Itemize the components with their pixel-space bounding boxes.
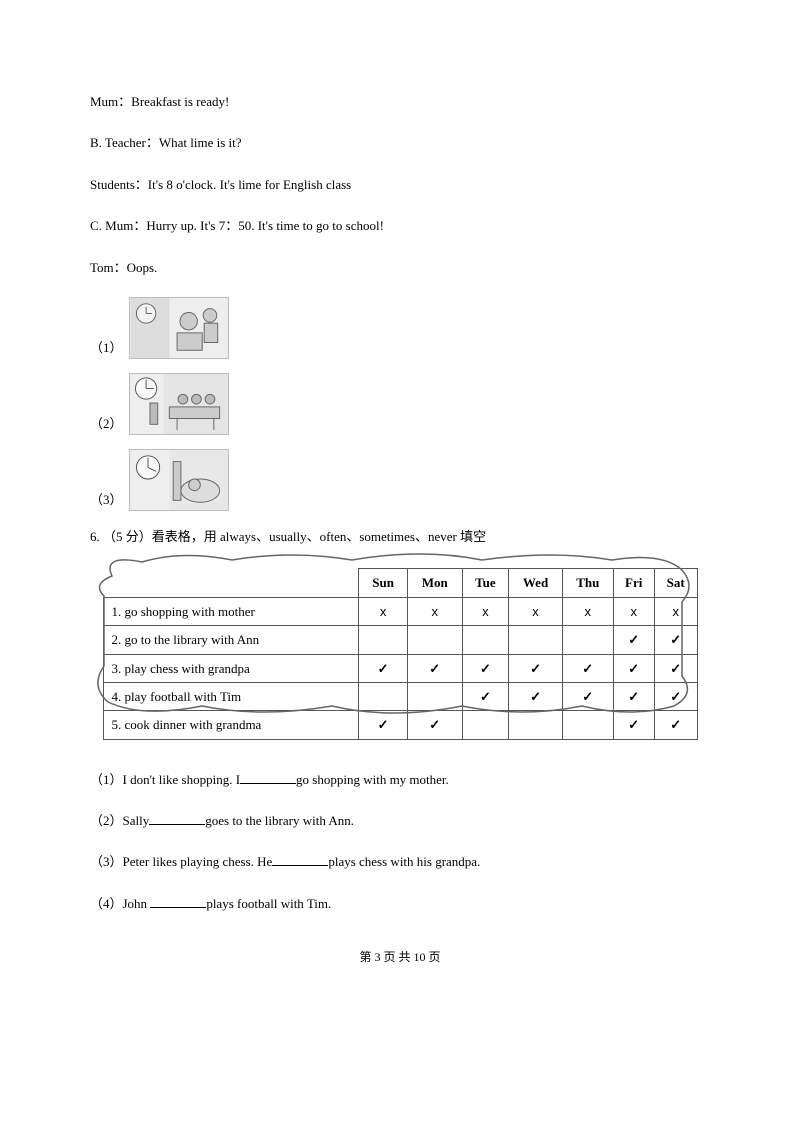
table-row: 5. cook dinner with grandma✓✓✓✓ — [103, 711, 697, 739]
table-mark-cell: x — [509, 597, 563, 625]
table-header-tue: Tue — [462, 569, 508, 597]
table-mark-cell: x — [462, 597, 508, 625]
blank-input-1[interactable] — [240, 770, 296, 784]
table-header-empty — [103, 569, 359, 597]
table-mark-cell: x — [654, 597, 697, 625]
picture-image-3 — [129, 449, 229, 511]
picture-label-3: （3） — [90, 488, 123, 511]
table-mark-cell: ✓ — [654, 626, 697, 654]
table-activity-cell: 1. go shopping with mother — [103, 597, 359, 625]
fill-blank-4: （4）John plays football with Tim. — [90, 892, 710, 915]
dialogue-line-a-mum: Mum：Breakfast is ready! — [90, 90, 710, 113]
table-row: 2. go to the library with Ann ✓✓ — [103, 626, 697, 654]
fill-4-text-b: plays football with Tim. — [206, 896, 331, 911]
table-mark-cell: ✓ — [613, 711, 654, 739]
table-mark-cell — [359, 682, 407, 710]
fill-1-text-b: go shopping with my mother. — [296, 772, 449, 787]
picture-row-1: （1） — [90, 297, 710, 359]
table-mark-cell — [509, 626, 563, 654]
table-activity-cell: 5. cook dinner with grandma — [103, 711, 359, 739]
schedule-table-container: Sun Mon Tue Wed Thu Fri Sat 1. go shoppi… — [90, 568, 710, 739]
table-mark-cell: ✓ — [359, 654, 407, 682]
table-mark-cell: ✓ — [654, 654, 697, 682]
table-row: 1. go shopping with motherxxxxxxx — [103, 597, 697, 625]
table-row: 4. play football with Tim✓✓✓✓✓ — [103, 682, 697, 710]
blank-input-2[interactable] — [149, 811, 205, 825]
table-mark-cell: ✓ — [563, 682, 614, 710]
table-mark-cell: ✓ — [509, 654, 563, 682]
table-header-mon: Mon — [407, 569, 462, 597]
table-header-thu: Thu — [563, 569, 614, 597]
table-mark-cell — [407, 682, 462, 710]
fill-2-text-b: goes to the library with Ann. — [205, 813, 354, 828]
table-activity-cell: 4. play football with Tim — [103, 682, 359, 710]
table-header-sun: Sun — [359, 569, 407, 597]
dialogue-line-b-students: Students：It's 8 o'clock. It's lime for E… — [90, 173, 710, 196]
table-activity-cell: 2. go to the library with Ann — [103, 626, 359, 654]
fill-4-text-a: （4）John — [90, 896, 150, 911]
table-mark-cell: ✓ — [407, 654, 462, 682]
table-mark-cell — [563, 626, 614, 654]
table-mark-cell: ✓ — [462, 654, 508, 682]
picture-image-1 — [129, 297, 229, 359]
table-mark-cell: ✓ — [509, 682, 563, 710]
fill-blank-1: （1）I don't like shopping. I go shopping w… — [90, 768, 710, 791]
table-mark-cell: ✓ — [563, 654, 614, 682]
picture-image-2 — [129, 373, 229, 435]
table-mark-cell: ✓ — [613, 654, 654, 682]
table-mark-cell — [462, 711, 508, 739]
table-mark-cell: x — [563, 597, 614, 625]
table-header-wed: Wed — [509, 569, 563, 597]
picture-row-3: （3） — [90, 449, 710, 511]
table-mark-cell — [509, 711, 563, 739]
table-mark-cell: ✓ — [613, 682, 654, 710]
blank-input-3[interactable] — [272, 852, 328, 866]
schedule-table: Sun Mon Tue Wed Thu Fri Sat 1. go shoppi… — [103, 568, 698, 739]
table-mark-cell — [563, 711, 614, 739]
dialogue-line-b-teacher: B. Teacher：What lime is it? — [90, 131, 710, 154]
table-mark-cell: ✓ — [462, 682, 508, 710]
table-mark-cell: ✓ — [407, 711, 462, 739]
table-row: 3. play chess with grandpa✓✓✓✓✓✓✓ — [103, 654, 697, 682]
table-mark-cell — [359, 626, 407, 654]
table-header-fri: Fri — [613, 569, 654, 597]
table-mark-cell: x — [359, 597, 407, 625]
table-mark-cell: x — [613, 597, 654, 625]
fill-blank-2: （2）Sally goes to the library with Ann. — [90, 809, 710, 832]
fill-1-text-a: （1）I don't like shopping. I — [90, 772, 240, 787]
table-activity-cell: 3. play chess with grandpa — [103, 654, 359, 682]
table-mark-cell: ✓ — [654, 682, 697, 710]
table-mark-cell — [407, 626, 462, 654]
blank-input-4[interactable] — [150, 894, 206, 908]
table-header-row: Sun Mon Tue Wed Thu Fri Sat — [103, 569, 697, 597]
table-mark-cell: x — [407, 597, 462, 625]
table-mark-cell: ✓ — [654, 711, 697, 739]
question-6-heading: 6. （5 分）看表格，用 always、usually、often、somet… — [90, 525, 710, 548]
page-footer: 第 3 页 共 10 页 — [90, 947, 710, 969]
fill-3-text-a: （3）Peter likes playing chess. He — [90, 854, 272, 869]
picture-row-2: （2） — [90, 373, 710, 435]
table-mark-cell — [462, 626, 508, 654]
picture-label-2: （2） — [90, 412, 123, 435]
table-mark-cell: ✓ — [613, 626, 654, 654]
table-mark-cell: ✓ — [359, 711, 407, 739]
table-header-sat: Sat — [654, 569, 697, 597]
fill-3-text-b: plays chess with his grandpa. — [328, 854, 480, 869]
fill-blank-3: （3）Peter likes playing chess. He plays ch… — [90, 850, 710, 873]
fill-2-text-a: （2）Sally — [90, 813, 149, 828]
dialogue-line-c-tom: Tom：Oops. — [90, 256, 710, 279]
picture-label-1: （1） — [90, 336, 123, 359]
dialogue-line-c-mum: C. Mum：Hurry up. It's 7：50. It's time to… — [90, 214, 710, 237]
